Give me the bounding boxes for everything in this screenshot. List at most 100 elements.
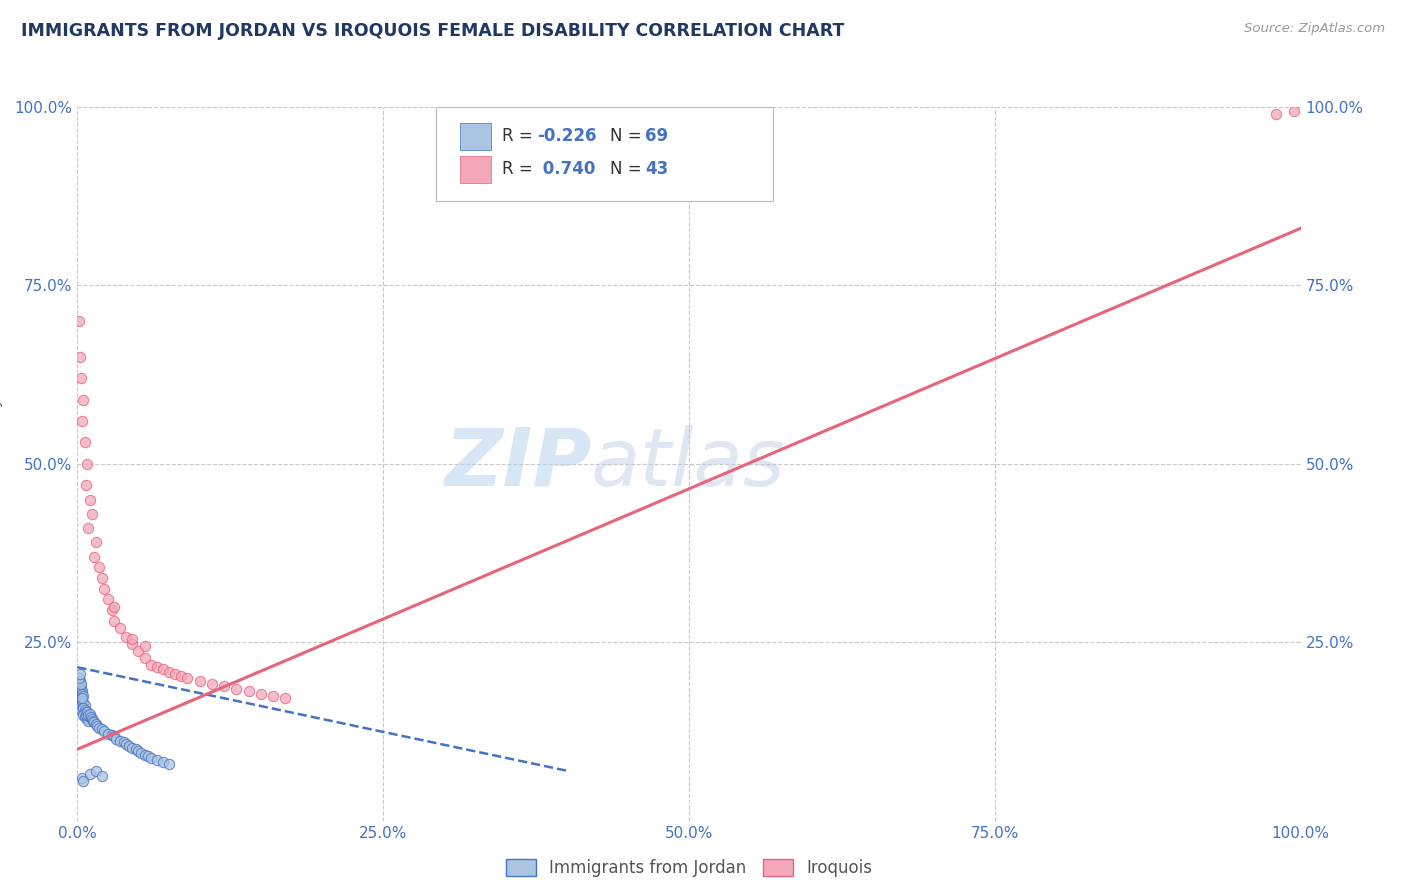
Point: [72, 701, 94, 715]
Point: [108, 621, 131, 635]
Point: [70, 681, 93, 696]
Point: [121, 740, 143, 755]
Point: [75, 705, 97, 719]
Point: [152, 755, 174, 769]
Point: [72, 708, 94, 723]
Point: [139, 751, 162, 765]
Point: [115, 737, 138, 751]
Point: [89, 721, 111, 735]
Point: [103, 730, 125, 744]
Text: IMMIGRANTS FROM JORDAN VS IROQUOIS FEMALE DISABILITY CORRELATION CHART: IMMIGRANTS FROM JORDAN VS IROQUOIS FEMAL…: [21, 22, 845, 40]
Point: [134, 639, 156, 653]
Point: [238, 683, 260, 698]
Point: [67, 678, 90, 692]
Point: [75, 478, 97, 492]
Point: [84, 535, 107, 549]
Point: [69, 694, 91, 708]
Text: 43: 43: [645, 161, 669, 178]
Point: [80, 710, 103, 724]
Point: [67, 701, 90, 715]
Point: [93, 582, 115, 596]
Point: [73, 435, 96, 450]
Point: [112, 735, 135, 749]
Point: [69, 690, 91, 705]
Point: [80, 507, 103, 521]
Point: [76, 712, 98, 726]
Point: [152, 662, 174, 676]
Point: [176, 671, 198, 685]
Point: [139, 658, 162, 673]
Text: R =: R =: [502, 128, 538, 145]
Text: -0.226: -0.226: [537, 128, 596, 145]
Point: [201, 676, 224, 690]
Point: [103, 599, 125, 614]
Text: 0.740: 0.740: [537, 161, 596, 178]
Point: [93, 724, 115, 739]
Point: [70, 683, 93, 698]
Point: [79, 710, 101, 724]
Point: [70, 676, 93, 690]
Point: [69, 674, 91, 689]
Point: [70, 692, 93, 706]
Point: [165, 667, 187, 681]
Point: [125, 742, 148, 756]
Point: [262, 689, 284, 703]
Point: [146, 753, 169, 767]
Point: [72, 689, 94, 703]
Point: [72, 392, 94, 407]
Point: [188, 674, 211, 689]
Point: [69, 698, 91, 712]
Point: [72, 774, 94, 789]
Point: [73, 703, 96, 717]
Point: [128, 644, 150, 658]
Point: [67, 671, 90, 685]
Point: [134, 651, 156, 665]
Point: [72, 696, 94, 710]
Point: [82, 714, 104, 728]
Point: [69, 350, 91, 364]
Point: [157, 665, 180, 680]
Text: R =: R =: [502, 161, 538, 178]
Point: [105, 731, 128, 746]
Point: [121, 632, 143, 646]
Point: [170, 669, 193, 683]
Point: [83, 549, 105, 564]
Point: [121, 637, 143, 651]
Point: [225, 681, 247, 696]
Point: [100, 603, 122, 617]
Text: N =: N =: [610, 128, 647, 145]
Point: [70, 690, 93, 705]
Point: [129, 746, 152, 760]
Point: [70, 703, 93, 717]
Legend: Immigrants from Jordan, Iroquois: Immigrants from Jordan, Iroquois: [499, 852, 879, 884]
Point: [67, 696, 90, 710]
Point: [79, 492, 101, 507]
Point: [70, 694, 93, 708]
Point: [73, 698, 96, 712]
Text: 69: 69: [645, 128, 668, 145]
Point: [73, 710, 96, 724]
Point: [128, 744, 150, 758]
Point: [136, 749, 159, 764]
Point: [70, 414, 93, 428]
Point: [157, 756, 180, 771]
Point: [69, 680, 91, 694]
Point: [70, 687, 93, 701]
Point: [89, 560, 111, 574]
Point: [108, 733, 131, 747]
Y-axis label: Female Disability: Female Disability: [0, 398, 3, 530]
Point: [250, 687, 273, 701]
Point: [86, 719, 108, 733]
Point: [97, 592, 120, 607]
Point: [76, 705, 98, 719]
Point: [70, 771, 93, 785]
Point: [134, 747, 156, 762]
Point: [76, 457, 98, 471]
Point: [77, 708, 100, 723]
Point: [70, 371, 93, 385]
Point: [212, 680, 235, 694]
Point: [77, 714, 100, 728]
Point: [79, 767, 101, 781]
Point: [90, 723, 112, 737]
Point: [115, 630, 138, 644]
